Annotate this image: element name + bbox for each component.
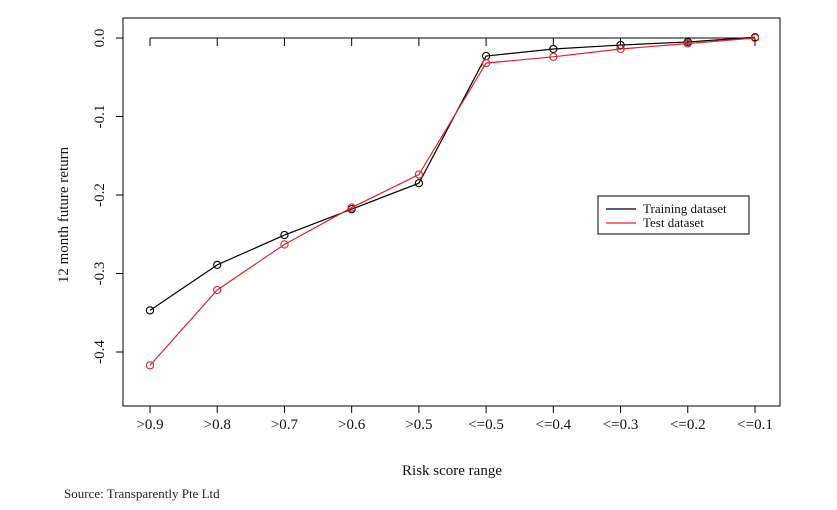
x-tick-label: >0.6	[338, 417, 366, 433]
data-point	[616, 44, 625, 54]
data-point	[414, 170, 424, 179]
legend-label-training: Training dataset	[643, 201, 727, 216]
x-tick-label: <=0.5	[468, 417, 504, 433]
y-tick-label: -0.2	[92, 183, 108, 207]
data-point	[549, 44, 558, 54]
source-note: Source: Transparently Pte Ltd	[64, 486, 220, 501]
data-point	[481, 58, 491, 68]
x-tick-label: >0.7	[271, 417, 299, 433]
y-tick-label: -0.3	[92, 262, 108, 286]
y-tick-label: 0.0	[92, 29, 108, 48]
data-point	[750, 33, 760, 43]
x-tick-label: >0.5	[405, 417, 432, 433]
x-tick-label: >0.9	[136, 417, 163, 433]
x-axis: >0.9 >0.8 >0.7 >0.6 >0.5 <=0.5 <=0.4 <=0.3 <=0.2…	[136, 406, 773, 433]
y-axis-title: 12 month future return	[56, 146, 72, 283]
x-tick-label: <=0.1	[737, 417, 773, 433]
legend-label-test: Test dataset	[643, 215, 704, 230]
data-point	[213, 260, 222, 270]
series-layer	[145, 33, 760, 370]
series-line	[149, 36, 756, 311]
series-line	[149, 37, 756, 366]
series-0	[145, 33, 760, 315]
data-point	[145, 361, 155, 370]
data-point	[414, 179, 424, 188]
data-point	[549, 52, 558, 61]
y-tick-label: -0.4	[92, 340, 108, 364]
x-tick-label: <=0.2	[670, 417, 706, 433]
data-point	[280, 240, 289, 249]
x-tick-label: >0.8	[204, 417, 231, 433]
zero-reference-ticks	[149, 38, 756, 46]
legend-box	[597, 195, 750, 235]
data-point	[213, 285, 222, 295]
legend: Training dataset Test dataset	[597, 195, 750, 235]
x-axis-title: Risk score range	[402, 463, 502, 479]
y-tick-label: -0.1	[92, 105, 108, 129]
series-1	[145, 33, 760, 370]
data-point	[347, 203, 356, 212]
x-tick-label: <=0.4	[535, 417, 571, 433]
data-point	[683, 39, 692, 48]
data-point	[280, 230, 289, 240]
x-tick-label: <=0.3	[603, 417, 639, 433]
data-point	[145, 306, 155, 315]
y-axis: 0.0 -0.1 -0.2 -0.3 -0.4	[92, 29, 124, 364]
